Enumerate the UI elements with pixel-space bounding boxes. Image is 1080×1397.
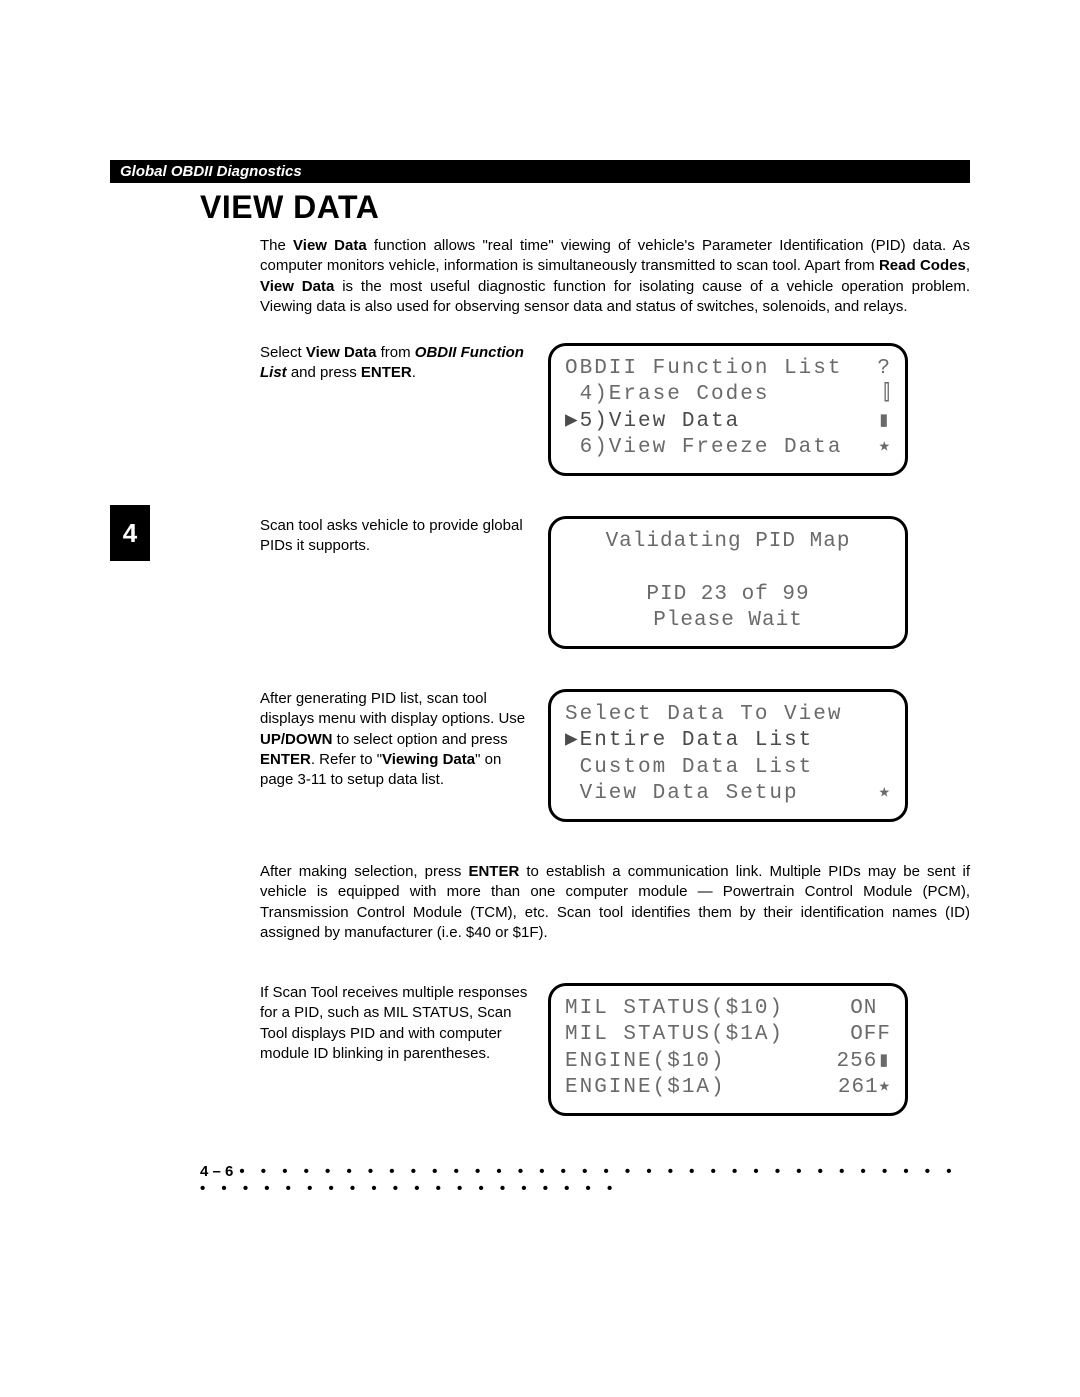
step1-text: Select View Data from OBDII Function Lis… [260, 343, 540, 384]
page-footer: 4 – 6• • • • • • • • • • • • • • • • • •… [200, 1163, 970, 1197]
lcd-indicator: ▮ [877, 409, 891, 435]
intro-paragraph: The View Data function allows "real time… [260, 236, 970, 317]
lcd-line: OBDII Function List [565, 356, 842, 382]
lcd-line-selected: ▶5)View Data [565, 409, 740, 435]
text: Scan tool asks vehicle to provide global… [260, 517, 523, 554]
bold-text: View Data [260, 278, 334, 295]
text: is the most useful diagnostic function f… [260, 278, 970, 315]
lcd-line: MIL STATUS($10) [565, 996, 784, 1022]
lcd-value: 261⭑ [838, 1075, 891, 1101]
chapter-number: 4 [123, 518, 137, 549]
text: from [376, 344, 414, 361]
text: . [412, 364, 416, 381]
lcd-line: MIL STATUS($1A) [565, 1022, 784, 1048]
lcd-line [565, 555, 891, 581]
lcd-line: 4)Erase Codes [565, 382, 769, 408]
bold-text: View Data [293, 237, 367, 254]
step-row-5: If Scan Tool receives multiple responses… [260, 983, 970, 1116]
text: The [260, 237, 293, 254]
lcd-line: Select Data To View [565, 702, 891, 728]
lcd-line: Custom Data List [565, 755, 891, 781]
text: After making selection, press [260, 863, 468, 880]
lcd-screen-4: MIL STATUS($10) ON MIL STATUS($1A) OFF ENG… [548, 983, 908, 1116]
section-title: VIEW DATA [200, 189, 970, 226]
lcd-value: OFF [850, 1022, 891, 1048]
lcd-indicator: ⭑ [879, 435, 891, 461]
lcd-screen-2: Validating PID Map PID 23 of 99 Please W… [548, 516, 908, 649]
lcd-screen-1: OBDII Function List? 4)Erase Codes ⫿ ▶5)V… [548, 343, 908, 476]
text: , [966, 257, 970, 274]
text: and press [287, 364, 361, 381]
bold-text: ENTER [468, 863, 519, 880]
step5-text: If Scan Tool receives multiple responses… [260, 983, 540, 1064]
step-row-2: Scan tool asks vehicle to provide global… [260, 516, 970, 649]
step2-text: Scan tool asks vehicle to provide global… [260, 516, 540, 557]
lcd-screen-3: Select Data To View ▶Entire Data List Cu… [548, 689, 908, 822]
bold-text: Viewing Data [382, 751, 475, 768]
text: After generating PID list, scan tool dis… [260, 690, 525, 727]
bold-text: ENTER [260, 751, 311, 768]
paragraph-4: After making selection, press ENTER to e… [260, 862, 970, 943]
text: If Scan Tool receives multiple responses… [260, 984, 527, 1062]
header-bar: Global OBDII Diagnostics [110, 160, 970, 183]
step3-text: After generating PID list, scan tool dis… [260, 689, 540, 790]
lcd-indicator: ? [877, 356, 891, 382]
lcd-indicator: ⭑ [879, 781, 891, 807]
lcd-line: Please Wait [565, 608, 891, 634]
header-title: Global OBDII Diagnostics [120, 163, 302, 180]
page-number: 4 – 6 [200, 1163, 233, 1180]
step-row-3: After generating PID list, scan tool dis… [260, 689, 970, 822]
lcd-line: PID 23 of 99 [565, 582, 891, 608]
page: Global OBDII Diagnostics VIEW DATA The V… [0, 0, 1080, 1116]
lcd-indicator: ⫿ [883, 382, 891, 408]
lcd-line: View Data Setup [565, 781, 799, 807]
step-row-1: Select View Data from OBDII Function Lis… [260, 343, 970, 476]
lcd-line: 6)View Freeze Data [565, 435, 842, 461]
text: . Refer to " [311, 751, 382, 768]
bold-text: Read Codes [879, 257, 966, 274]
bold-text: ENTER [361, 364, 412, 381]
bold-text: UP/DOWN [260, 731, 333, 748]
chapter-tab: 4 [110, 505, 150, 561]
lcd-line: ENGINE($10) [565, 1049, 726, 1075]
text: Select [260, 344, 306, 361]
lcd-line-selected: ▶Entire Data List [565, 728, 813, 754]
lcd-value: ON [850, 996, 891, 1022]
lcd-line: ENGINE($1A) [565, 1075, 726, 1101]
text: function allows "real time" viewing of v… [260, 237, 970, 274]
lcd-value: 256▮ [837, 1049, 891, 1075]
bold-text: View Data [306, 344, 377, 361]
text: to select option and press [333, 731, 508, 748]
footer-dots: • • • • • • • • • • • • • • • • • • • • … [200, 1163, 957, 1197]
lcd-line: Validating PID Map [565, 529, 891, 555]
